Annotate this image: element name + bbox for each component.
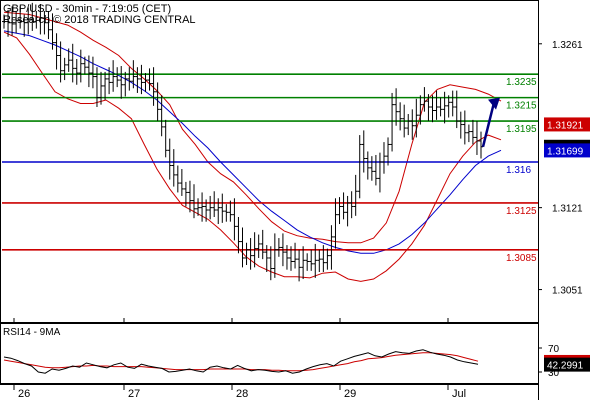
x-tick-label: 26 — [18, 388, 30, 400]
axis-box-price-box — [544, 117, 590, 132]
x-tick-label: 29 — [344, 388, 356, 400]
chart-title: GBP/USD - 30min - 7:19:05 (CET) — [3, 3, 172, 15]
forecast-arrow-head — [488, 97, 500, 110]
rsi-axis-box-label: 42.2991 — [547, 361, 584, 372]
forecast-arrow — [481, 102, 496, 148]
rsi-panel-frame — [0, 323, 539, 384]
bollinger-upper-line — [3, 11, 502, 244]
x-tick-label: 27 — [128, 388, 140, 400]
level-label-resistance: 1.3195 — [506, 124, 537, 135]
rsi-tick-label: 30 — [548, 368, 560, 379]
x-tick-label: 28 — [236, 388, 248, 400]
level-label-pivot: 1.316 — [506, 165, 531, 176]
moving-average-line — [3, 30, 502, 254]
rsi-ma-line — [3, 352, 479, 372]
level-label-support: 1.3085 — [506, 253, 537, 264]
y-tick-label: 1.3051 — [552, 286, 583, 297]
y-tick-label: 1.3261 — [552, 40, 583, 51]
chart-copyright: Research © 2018 TRADING CENTRAL — [3, 14, 196, 26]
y-tick-label: 1.3121 — [552, 204, 583, 215]
level-label-resistance: 1.3235 — [506, 77, 537, 88]
level-label-resistance: 1.3215 — [506, 101, 537, 112]
rsi-panel-label: RSI14 - 9MA — [3, 327, 61, 338]
bollinger-lower-line — [3, 31, 502, 282]
axis-box-label: 1.31921 — [547, 120, 584, 131]
rsi-tick-label: 70 — [548, 344, 560, 355]
axis-box-label: 1.31699 — [547, 146, 584, 157]
rsi-axis-box — [544, 357, 590, 372]
x-tick-label: Jul — [452, 388, 466, 400]
level-label-support: 1.3125 — [506, 206, 537, 217]
rsi-line — [3, 349, 479, 374]
axis-box-ma-box — [544, 143, 590, 158]
